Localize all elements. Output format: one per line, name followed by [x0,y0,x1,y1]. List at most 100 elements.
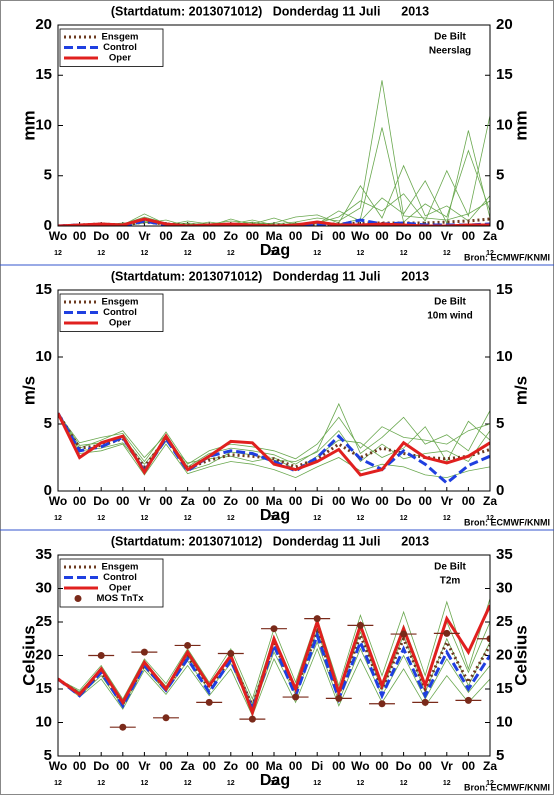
mos-point [335,694,343,702]
x-tick-label: Wo [351,759,369,773]
variable-label: 10m wind [427,311,473,322]
mos-point [356,621,364,629]
plot-area [58,80,490,226]
x-tick-label: Do [396,494,412,508]
x-tick-label: Za [483,229,497,243]
x-tick-label: 00 [159,494,173,508]
x-tick-label: 00 [289,229,303,243]
y-tick-label: 0 [44,482,52,499]
x-hour-label: 12 [357,250,365,257]
legend-label: Ensgem [102,297,139,308]
mos-point [464,696,472,704]
y-tick-label-right: 15 [496,281,513,298]
x-hour-label: 12 [54,250,62,257]
y-tick-label: 20 [35,646,52,663]
x-tick-label: Wo [351,494,369,508]
legend-swatch [74,595,82,602]
y-axis-label-right: Celsius [511,625,530,685]
x-tick-label: Za [181,229,195,243]
y-tick-label-right: 15 [496,66,513,83]
x-hour-label: 12 [443,515,451,522]
x-tick-label: 00 [73,759,87,773]
x-tick-label: Do [396,229,412,243]
x-tick-label: Do [396,759,412,773]
mos-point [162,714,170,722]
x-tick-label: Do [93,494,109,508]
y-tick-label: 5 [44,167,52,184]
y-tick-label-right: 25 [496,613,513,630]
legend-label: Ensgem [102,32,139,43]
y-tick-label: 10 [35,713,52,730]
legend-label: MOS TnTx [97,593,145,604]
x-tick-label: Zo [223,759,238,773]
y-tick-label: 35 [35,546,52,563]
y-tick-label: 20 [35,16,52,33]
x-hour-label: 12 [184,515,192,522]
legend-box [59,28,164,67]
series-line [58,412,490,470]
y-tick-label: 15 [35,680,52,697]
x-tick-label: 00 [116,229,130,243]
chart-title: (Startdatum: 2013071012) Donderdag 11 Ju… [111,4,429,18]
x-tick-label: 00 [246,229,260,243]
mos-point [184,641,192,649]
x-hour-label: 12 [97,780,105,787]
x-tick-label: 00 [375,229,389,243]
x-hour-label: 12 [270,780,278,787]
legend-label: Control [103,307,137,318]
variable-label: T2m [440,576,461,587]
x-hour-label: 12 [400,515,408,522]
x-tick-label: 00 [289,494,303,508]
series-line [58,604,490,718]
mos-point [227,649,235,657]
x-hour-label: 12 [400,780,408,787]
y-tick-label-right: 10 [496,348,513,365]
x-hour-label: 12 [486,780,494,787]
x-tick-label: 00 [246,494,260,508]
source-label: Bron: ECMWF/KNMI [464,517,550,527]
mos-point [400,630,408,638]
station-label: De Bilt [434,297,466,308]
x-hour-label: 12 [141,780,149,787]
x-axis-label: Dag [260,507,290,524]
y-axis-label-right: mm [511,110,530,140]
x-tick-label: Za [483,494,497,508]
plot-frame [57,554,491,757]
ensemble-member-line [58,413,490,479]
ensemble-member-line [58,402,490,468]
x-hour-label: 12 [227,250,235,257]
x-hour-label: 12 [54,515,62,522]
x-tick-label: 00 [203,759,217,773]
x-tick-label: 00 [462,229,476,243]
y-tick-label-right: 10 [496,116,513,133]
mos-point [140,648,148,656]
mos-point [421,698,429,706]
x-hour-label: 12 [486,250,494,257]
x-tick-label: Ma [266,759,283,773]
x-tick-label: Ma [266,229,283,243]
mos-point [248,715,256,723]
x-tick-label: 00 [419,759,433,773]
x-tick-label: Di [311,494,323,508]
y-tick-label: 30 [35,579,52,596]
y-tick-label: 25 [35,613,52,630]
x-tick-label: 00 [462,494,476,508]
y-tick-label: 5 [44,747,52,764]
x-tick-label: 00 [116,759,130,773]
x-tick-label: 00 [375,494,389,508]
legend-box [59,293,164,332]
x-hour-label: 12 [227,780,235,787]
x-tick-label: Za [181,494,195,508]
x-hour-label: 12 [486,515,494,522]
x-tick-label: 00 [289,759,303,773]
mos-point [205,698,213,706]
mos-point [292,693,300,701]
y-tick-label-right: 5 [496,167,504,184]
y-tick-label: 10 [35,348,52,365]
x-axis-label: Dag [260,772,290,789]
x-tick-label: Vr [441,759,453,773]
x-axis-label: Dag [260,242,290,259]
x-tick-label: Vr [441,494,453,508]
legend-label: Oper [109,53,131,64]
